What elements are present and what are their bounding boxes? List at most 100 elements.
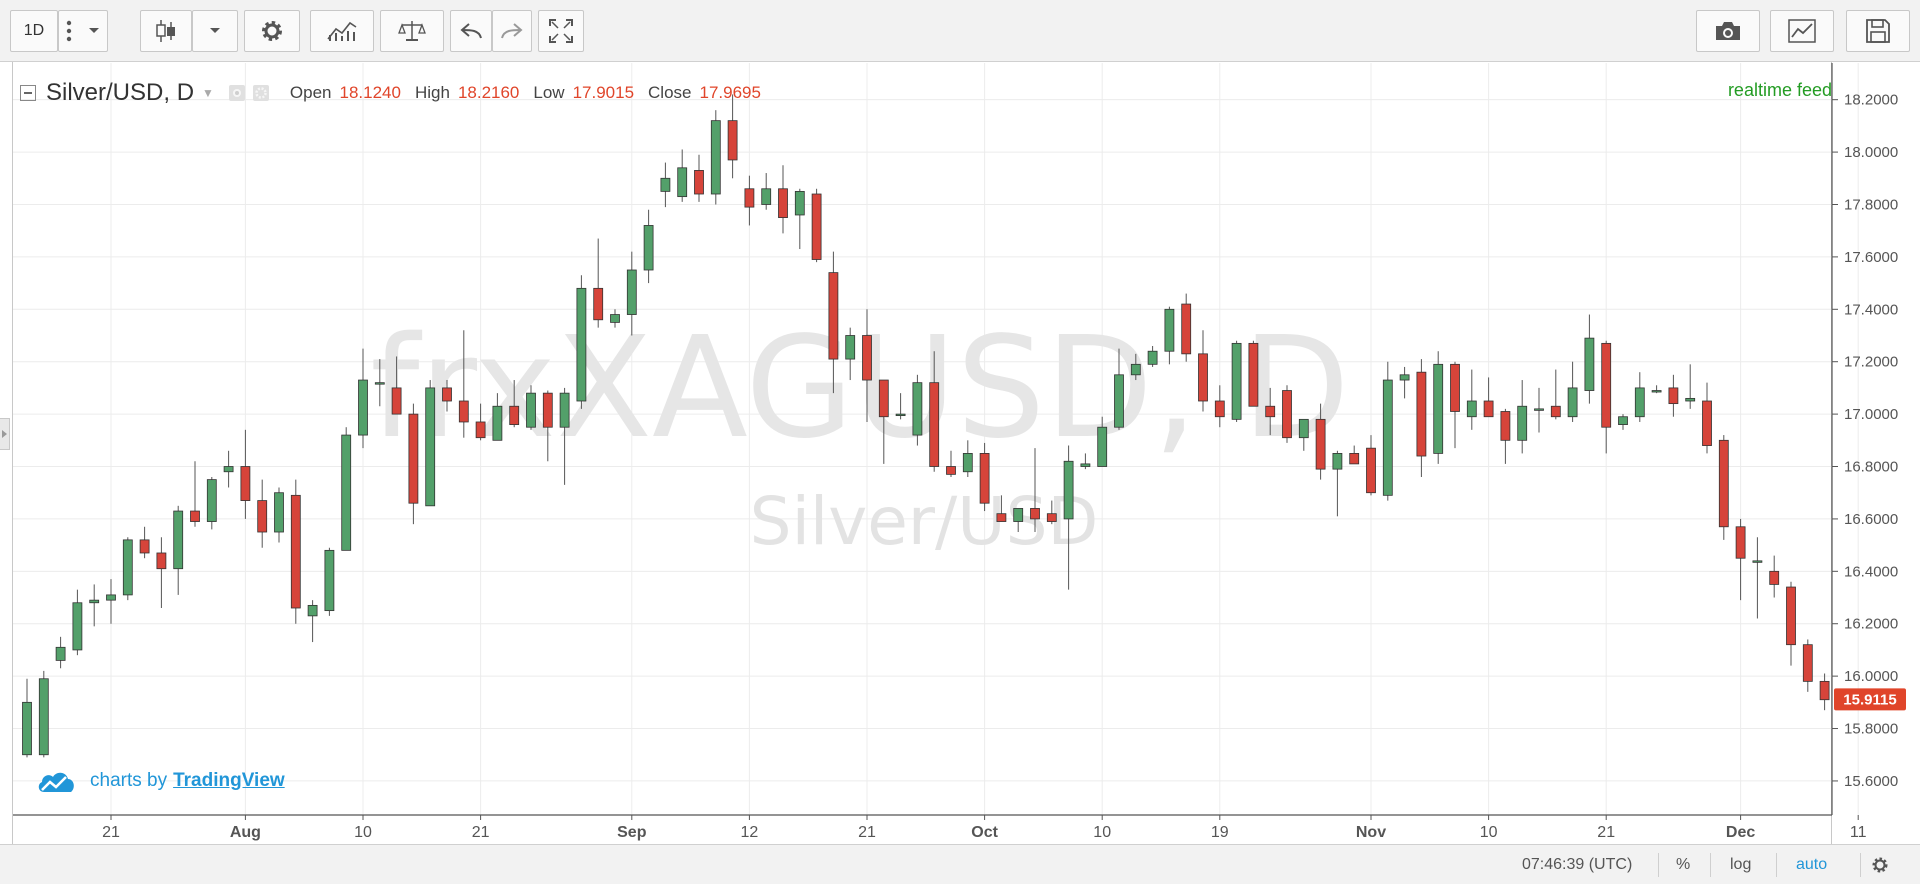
x-tick-label: 12 [741, 824, 759, 841]
candle [442, 380, 452, 412]
candle [1164, 306, 1175, 365]
candle-body [1248, 342, 1259, 407]
candle-body [794, 190, 805, 216]
fullscreen-button[interactable] [538, 10, 584, 52]
candle [1063, 445, 1074, 590]
candle-body [1769, 570, 1780, 585]
candle [542, 390, 553, 462]
snapshot-button[interactable] [1696, 10, 1760, 52]
log-scale-toggle[interactable]: log [1730, 856, 1752, 873]
candle-body [1181, 303, 1192, 355]
candle-body [1534, 408, 1544, 411]
indicators-button[interactable] [310, 10, 374, 52]
candle [845, 327, 856, 381]
candle [1567, 361, 1578, 422]
candle-body [744, 188, 755, 208]
candle [559, 387, 570, 485]
candle-body [374, 382, 385, 385]
candle [173, 505, 184, 595]
candle [374, 359, 385, 407]
settings-small-icon[interactable] [252, 84, 270, 102]
candle-body [727, 120, 738, 161]
candle-body [1366, 447, 1376, 494]
utc-time[interactable]: 07:46:39 (UTC) [1522, 856, 1633, 873]
candle-body [1046, 513, 1057, 522]
candle-body [559, 392, 570, 428]
percent-scale-toggle[interactable]: % [1676, 856, 1691, 873]
candle-body [1466, 400, 1477, 418]
candle-body [89, 599, 100, 604]
candle [22, 678, 32, 758]
interval-menu-button[interactable] [58, 10, 108, 52]
candle [274, 487, 284, 543]
compare-scale-icon [398, 21, 426, 41]
candle [475, 403, 486, 441]
candle [1601, 340, 1612, 454]
candle [1550, 369, 1561, 420]
candle [962, 440, 973, 477]
camera-icon [1716, 22, 1740, 40]
candle [492, 393, 503, 441]
candle-body [1114, 374, 1124, 428]
candle [122, 537, 133, 601]
candle [1181, 293, 1192, 362]
status-divider [1710, 853, 1711, 877]
chart-style-menu-button[interactable] [192, 10, 238, 52]
chevron-down-icon[interactable]: ▼ [202, 86, 214, 100]
redo-button[interactable] [492, 10, 532, 52]
candle-body [1399, 374, 1410, 381]
candle-body [509, 405, 520, 425]
candle-body [324, 549, 335, 612]
candle [1198, 330, 1208, 412]
candle-body [1786, 586, 1796, 646]
y-tick-label: 15.8000 [1844, 721, 1898, 738]
candle [1298, 418, 1309, 451]
candle-body [173, 510, 184, 570]
price-axis[interactable]: 18.2000 18.0000 17.8000 17.6000 17.4000 17.20… [1831, 63, 1898, 815]
symbol-name[interactable]: Silver/USD, D [46, 79, 195, 106]
close-value: 17.9695 [699, 83, 761, 102]
save-button[interactable] [1846, 10, 1910, 52]
tradingview-link[interactable]: TradingView [173, 770, 285, 791]
candle [626, 251, 637, 336]
auto-scale-toggle[interactable]: auto [1796, 856, 1828, 873]
chart-properties-icon [1788, 19, 1816, 43]
close-label: Close [648, 83, 692, 102]
last-price-marker: 15.9115 [1834, 688, 1906, 711]
candle-body [240, 466, 251, 501]
candle-body [425, 387, 436, 507]
candle-body [979, 453, 990, 504]
candle-body [895, 413, 906, 417]
x-tick-label: Oct [971, 824, 998, 841]
candle-body [996, 513, 1007, 522]
high-value: 18.2160 [457, 83, 520, 102]
candle [1332, 450, 1343, 517]
high-label: High [414, 83, 450, 102]
candle [710, 110, 721, 205]
x-tick-label: 21 [858, 824, 876, 841]
collapse-legend-button[interactable] [20, 85, 36, 101]
indicators-icon [327, 21, 357, 41]
chart-properties-button[interactable] [1770, 10, 1834, 52]
left-panel-toggle[interactable] [0, 418, 10, 450]
candle-body [660, 177, 671, 192]
settings-button[interactable] [244, 10, 300, 52]
eye-icon[interactable] [228, 84, 246, 102]
candle [1030, 448, 1040, 533]
candle [458, 330, 469, 438]
candle-body [862, 335, 872, 381]
candle [1046, 500, 1057, 525]
chart-style-button[interactable] [140, 10, 192, 52]
top-toolbar: 1D [0, 0, 1920, 62]
candle [341, 427, 352, 551]
scale-settings-button[interactable] [1870, 845, 1890, 885]
undo-button[interactable] [450, 10, 492, 52]
time-axis[interactable]: 21 Aug 10 21 Sep 12 21 Oct 10 19 Nov 10 21 Dec 11 [13, 814, 1867, 841]
candle [391, 356, 402, 415]
candle-body [1265, 405, 1276, 418]
compare-button[interactable] [380, 10, 444, 52]
interval-button[interactable]: 1D [10, 10, 58, 52]
candle [324, 547, 335, 616]
candle-body [526, 392, 536, 428]
